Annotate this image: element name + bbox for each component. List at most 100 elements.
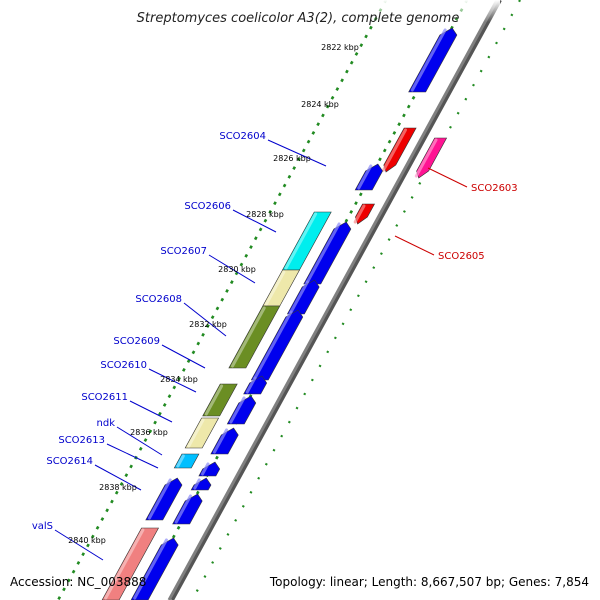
gene-unlabeled-21[interactable]	[172, 493, 203, 525]
gene-unlabeled-11-highlight	[253, 310, 293, 380]
gene-unlabeled-3-body[interactable]	[383, 127, 417, 173]
gene-unlabeled-16-highlight	[213, 428, 229, 454]
gene-unlabeled-20[interactable]	[145, 477, 183, 521]
gene-label-sco2609[interactable]: SCO2609	[113, 336, 160, 347]
gene-label-vals[interactable]: valS	[32, 521, 53, 532]
leader-line-vals	[54, 529, 104, 561]
gene-unlabeled-1[interactable]	[408, 27, 458, 93]
gene-sco2611[interactable]	[184, 417, 220, 449]
gene-label-sco2611[interactable]: SCO2611	[81, 392, 128, 403]
gene-sco2608-body[interactable]	[228, 305, 281, 369]
gene-label-ndk[interactable]: ndk	[97, 418, 116, 429]
gene-unlabeled-9[interactable]	[286, 279, 320, 315]
gene-sco2614-highlight	[193, 478, 201, 490]
genome-title: Streptomyces coelicolor A3(2), complete …	[137, 11, 460, 26]
gene-unlabeled-3-highlight	[382, 128, 407, 172]
leader-line-sco2605	[394, 235, 435, 256]
gene-sco2609-highlight	[245, 376, 257, 394]
gene-label-sco2610[interactable]: SCO2610	[100, 360, 147, 371]
scale-label-9: 2838 kbp	[99, 483, 137, 492]
accession-text: Accession: NC_003888	[10, 575, 146, 589]
gene-sco2603-highlight	[414, 138, 438, 178]
gene-sco2603[interactable]	[414, 137, 448, 179]
gene-unlabeled-1-highlight	[410, 28, 447, 92]
gene-label-sco2606[interactable]: SCO2606	[184, 201, 231, 212]
gene-group[interactable]	[101, 27, 458, 600]
gene-sco2611-body[interactable]	[184, 417, 220, 449]
scale-label-6: 2832 kbp	[189, 320, 227, 329]
topology-text: Topology: linear; Length: 8,667,507 bp; …	[269, 575, 589, 589]
gene-vals-body[interactable]	[101, 527, 160, 600]
leader-line-sco2607	[208, 254, 256, 284]
leader-line-sco2610	[148, 368, 197, 393]
leader-line-sco2604	[267, 139, 327, 167]
gene-sco2610-body[interactable]	[202, 383, 238, 417]
gene-sco2604[interactable]	[354, 163, 383, 191]
backbone-shadow	[170, 0, 502, 600]
gene-unlabeled-23-highlight	[133, 538, 168, 600]
gene-sco2614[interactable]	[190, 477, 212, 491]
scale-label-4: 2828 kbp	[246, 210, 284, 219]
leader-line-sco2613	[106, 443, 159, 469]
scale-label-3: 2826 kbp	[273, 154, 311, 163]
gene-label-sco2607[interactable]: SCO2607	[160, 246, 207, 257]
gene-label-sco2608[interactable]: SCO2608	[135, 294, 182, 305]
leader-line-sco2608	[183, 302, 227, 337]
gene-sco2604-highlight	[357, 164, 373, 190]
scale-label-10: 2840 kbp	[68, 536, 106, 545]
gene-label-sco2613[interactable]: SCO2613	[58, 435, 105, 446]
gene-unlabeled-23[interactable]	[130, 537, 179, 600]
gene-label-group[interactable]: SCO2603 SCO2604 SCO2605 SCO2606 SCO2607 SCO26…	[32, 131, 518, 532]
leader-line-sco2603	[427, 167, 468, 188]
gene-vals-highlight	[104, 528, 145, 600]
top-fade	[300, 0, 500, 22]
gene-sco2605-body[interactable]	[355, 203, 376, 225]
gene-unlabeled-20-highlight	[147, 478, 172, 520]
gene-sco2608[interactable]	[228, 305, 281, 369]
scale-tick-row-3	[191, 0, 521, 600]
gene-sco2613[interactable]	[198, 461, 221, 477]
gene-label-sco2605[interactable]: SCO2605	[438, 251, 485, 262]
gene-sco2610[interactable]	[202, 383, 238, 417]
gene-unlabeled-14[interactable]	[226, 395, 257, 425]
gene-label-sco2603[interactable]: SCO2603	[471, 183, 518, 194]
gene-ndk[interactable]	[173, 453, 200, 469]
gene-unlabeled-14-highlight	[229, 396, 246, 424]
gene-sco2603-body[interactable]	[416, 137, 448, 179]
gene-sco2607[interactable]	[262, 269, 301, 307]
scale-label-5: 2830 kbp	[218, 265, 256, 274]
scale-label-group: 2822 kbp 2824 kbp 2826 kbp 2828 kbp 2830 kbp…	[68, 43, 359, 545]
scale-label-8: 2836 kbp	[130, 428, 168, 437]
gene-sco2608-highlight	[231, 306, 266, 368]
leader-line-sco2611	[129, 400, 173, 423]
gene-sco2607-highlight	[264, 270, 286, 306]
gene-sco2613-highlight	[200, 462, 210, 476]
leader-line-ndk	[116, 426, 163, 456]
gene-sco2605-highlight	[353, 204, 366, 224]
backbone-line	[167, 0, 499, 600]
gene-unlabeled-9-highlight	[289, 280, 309, 314]
gene-sco2610-highlight	[204, 384, 224, 416]
leader-line-sco2609	[161, 344, 206, 369]
gene-label-sco2604[interactable]: SCO2604	[219, 131, 266, 142]
gene-unlabeled-7-highlight	[305, 222, 341, 284]
gene-sco2605[interactable]	[353, 203, 376, 225]
gene-vals[interactable]	[101, 527, 160, 600]
gene-ndk-highlight	[176, 454, 185, 468]
leader-line-sco2614	[94, 464, 142, 491]
gene-ndk-body[interactable]	[173, 453, 200, 469]
gene-sco2609[interactable]	[243, 375, 268, 395]
scale-tick-row-1	[56, 0, 388, 600]
gene-unlabeled-21-highlight	[174, 494, 192, 524]
gene-sco2611-highlight	[187, 418, 205, 448]
gene-label-sco2614[interactable]: SCO2614	[46, 456, 93, 467]
leader-line-sco2606	[232, 209, 277, 233]
gene-unlabeled-3[interactable]	[382, 127, 417, 173]
scale-label-2: 2824 kbp	[301, 100, 339, 109]
gene-unlabeled-16[interactable]	[210, 427, 239, 455]
leader-line-group	[54, 139, 468, 561]
scale-label-7: 2834 kbp	[160, 375, 198, 384]
gene-sco2606-highlight	[284, 212, 318, 270]
